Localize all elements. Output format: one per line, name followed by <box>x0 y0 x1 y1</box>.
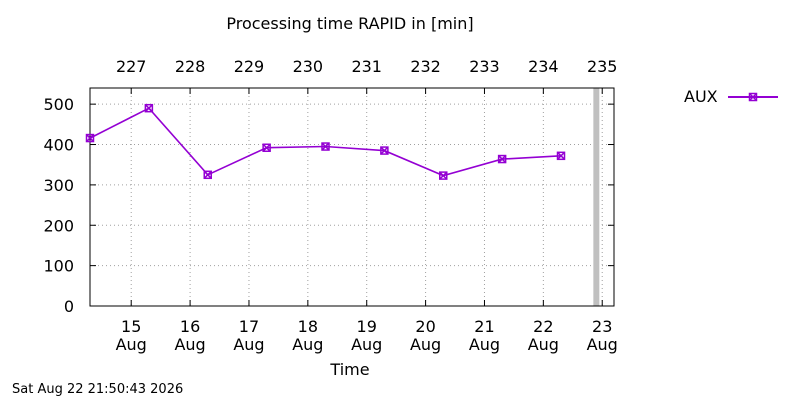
plot-frame <box>89 87 615 307</box>
data-point <box>497 154 507 164</box>
y-tick-label: 100 <box>43 257 74 276</box>
x2-tick-label: 232 <box>410 57 441 76</box>
x-tick-label-day: 15 <box>121 317 141 336</box>
x2-tick-label: 230 <box>293 57 324 76</box>
data-point-marker <box>439 171 448 180</box>
chart-title: Processing time RAPID in [min] <box>226 14 474 33</box>
x-tick-label-month: Aug <box>174 335 205 354</box>
x2-tick-label: 235 <box>587 57 618 76</box>
data-point-marker <box>321 142 330 151</box>
x-tick-label-month: Aug <box>469 335 500 354</box>
x-tick-label-month: Aug <box>410 335 441 354</box>
data-point-marker <box>556 151 566 160</box>
x-tick-label-day: 20 <box>415 317 435 336</box>
x-tick-label-month: Aug <box>528 335 559 354</box>
data-point <box>556 151 566 161</box>
x2-tick-label: 234 <box>528 57 559 76</box>
y-tick-label: 300 <box>43 176 74 195</box>
generation-timestamp: Sat Aug 22 21:50:43 2026 <box>12 382 184 397</box>
y-tick-label: 200 <box>43 216 74 235</box>
x2-tick-label: 231 <box>351 57 382 76</box>
x-tick-label-month: Aug <box>116 335 147 354</box>
x-tick-label-month: Aug <box>587 335 618 354</box>
x2-tick-label: 228 <box>175 57 206 76</box>
x2-tick-label: 227 <box>116 57 147 76</box>
legend-swatch-aux <box>727 92 778 101</box>
x-tick-label-day: 18 <box>298 317 318 336</box>
legend-label-aux: AUX <box>684 87 718 106</box>
data-point-marker <box>321 142 330 151</box>
x-tick-label-day: 23 <box>592 317 612 336</box>
y-tick-label: 400 <box>43 136 74 155</box>
data-point <box>380 146 389 155</box>
data-point-marker <box>203 170 212 179</box>
x-tick-label-day: 22 <box>533 317 553 336</box>
data-point <box>321 142 330 151</box>
x2-tick-label: 229 <box>234 57 265 76</box>
data-point-marker <box>497 154 507 164</box>
legend: AUX <box>684 87 778 106</box>
data-point-marker <box>85 133 95 143</box>
data-point <box>85 133 95 143</box>
series-line-aux <box>89 107 562 177</box>
data-point-marker <box>380 146 389 155</box>
data-point-marker <box>262 143 271 152</box>
x-tick-label-month: Aug <box>292 335 323 354</box>
data-point <box>203 170 213 180</box>
data-point-marker <box>498 155 507 164</box>
data-point-marker <box>556 151 566 161</box>
x-tick-label-day: 19 <box>357 317 377 336</box>
data-point-marker <box>144 103 154 113</box>
data-point-marker <box>380 146 389 155</box>
x-tick-label-month: Aug <box>351 335 382 354</box>
data-point-marker <box>439 171 448 180</box>
x-tick-label-day: 17 <box>239 317 259 336</box>
current-time-marker <box>593 88 600 306</box>
x-tick-label-day: 21 <box>474 317 494 336</box>
y-tick-label: 0 <box>64 297 74 316</box>
data-point-marker <box>203 170 213 180</box>
data-point <box>262 143 271 152</box>
x-axis-label: Time <box>330 360 370 379</box>
x-tick-label-month: Aug <box>233 335 264 354</box>
x2-tick-label: 233 <box>469 57 500 76</box>
data-point-marker <box>85 134 95 143</box>
y-tick-label: 500 <box>43 95 74 114</box>
data-point-marker <box>262 143 271 152</box>
data-point <box>439 171 448 180</box>
x-tick-label-day: 16 <box>180 317 200 336</box>
data-point-marker <box>144 104 153 113</box>
data-point <box>144 103 154 113</box>
